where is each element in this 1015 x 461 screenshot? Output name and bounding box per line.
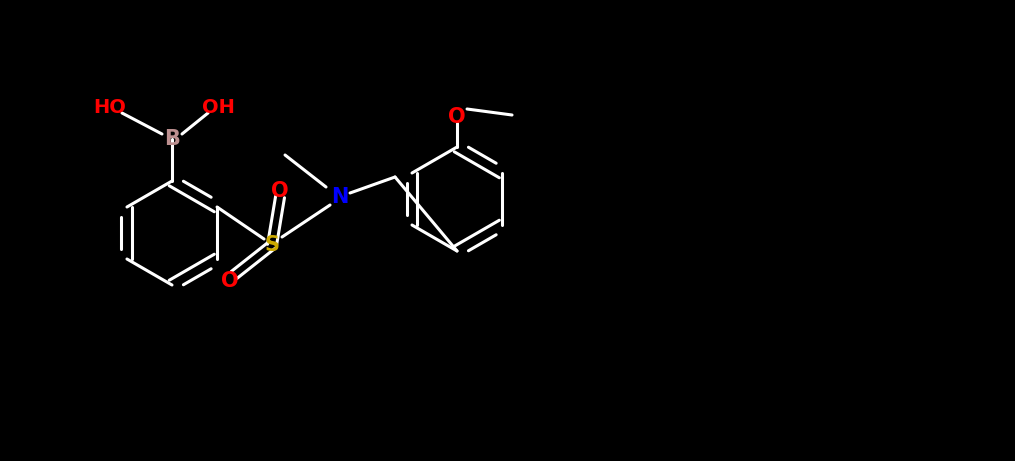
Text: O: O (271, 181, 289, 201)
Text: N: N (331, 187, 349, 207)
Text: OH: OH (202, 97, 234, 117)
Text: HO: HO (93, 97, 127, 117)
Text: B: B (164, 129, 180, 149)
Text: O: O (221, 271, 239, 291)
Text: O: O (449, 107, 466, 127)
Text: S: S (265, 235, 279, 255)
